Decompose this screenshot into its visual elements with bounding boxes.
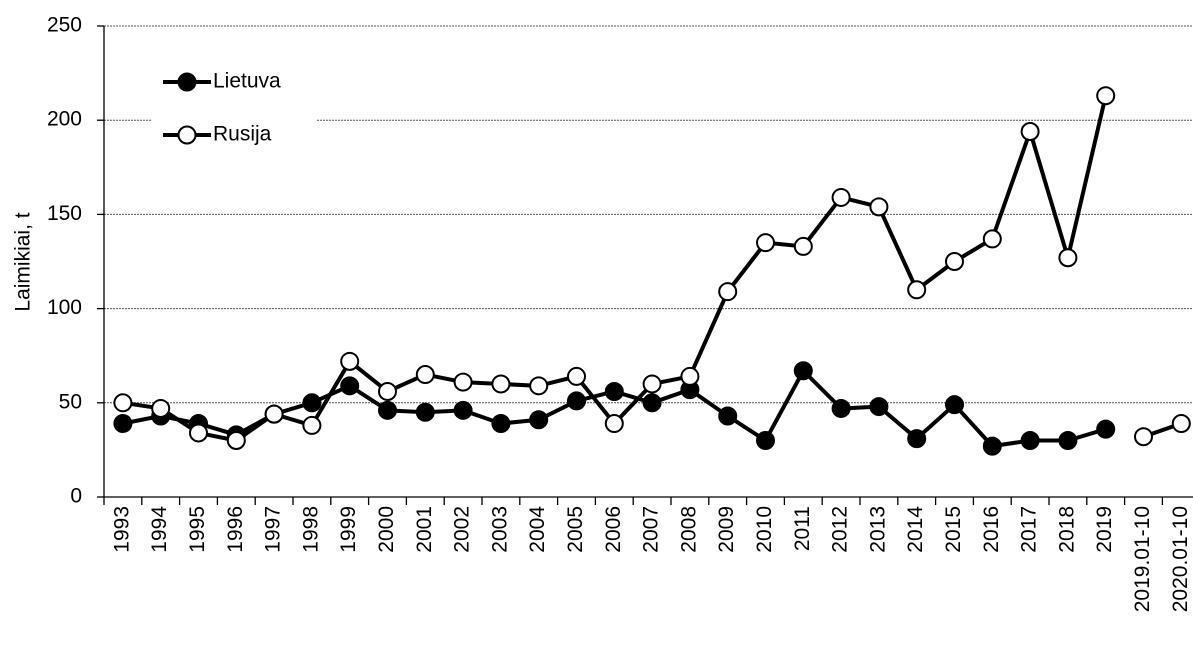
marker <box>529 410 549 430</box>
x-tick-label: 2012 <box>829 506 852 553</box>
x-tick-label: 2015 <box>942 506 965 553</box>
marker <box>113 393 133 413</box>
y-tick-label: 250 <box>47 14 82 37</box>
legend-label: Lietuva <box>213 70 281 93</box>
marker <box>869 197 889 217</box>
marker <box>642 393 662 413</box>
x-tick-label: 2016 <box>980 506 1003 553</box>
x-tick-label: 2019 <box>1093 506 1116 553</box>
marker <box>1171 414 1191 434</box>
x-tick-label: 2008 <box>677 506 700 553</box>
x-tick-label: 1999 <box>337 506 360 553</box>
marker <box>302 415 322 435</box>
x-tick-label: 2000 <box>375 506 398 553</box>
y-tick-label: 200 <box>47 108 82 131</box>
marker <box>907 280 927 300</box>
marker <box>718 406 738 426</box>
marker <box>1058 430 1078 450</box>
marker <box>529 376 549 396</box>
x-tick-label: 1998 <box>299 506 322 553</box>
x-tick-label: 2017 <box>1018 506 1041 553</box>
marker <box>718 282 738 302</box>
marker <box>793 361 813 381</box>
marker <box>793 236 813 256</box>
marker <box>302 393 322 413</box>
x-tick-label: 2011 <box>791 506 814 551</box>
y-tick-label: 0 <box>70 485 82 508</box>
marker <box>415 365 435 385</box>
marker <box>378 381 397 401</box>
marker <box>491 414 511 434</box>
y-axis-title: Laimikiai, t <box>12 212 35 311</box>
legend-marker <box>177 72 197 92</box>
marker <box>567 391 586 411</box>
marker <box>907 429 927 449</box>
marker <box>1134 427 1153 447</box>
y-tick-label: 150 <box>47 202 82 225</box>
x-tick-label: 2005 <box>564 506 587 553</box>
marker <box>491 374 511 394</box>
x-tick-label: 2018 <box>1055 506 1078 553</box>
marker <box>756 233 775 253</box>
marker <box>869 397 889 417</box>
marker <box>982 436 1002 456</box>
marker <box>567 366 586 386</box>
marker <box>453 400 473 420</box>
y-tick-label: 50 <box>59 390 82 413</box>
marker <box>415 402 435 422</box>
x-tick-label: 2013 <box>866 506 889 553</box>
x-tick-label: 1996 <box>224 506 247 553</box>
marker <box>340 351 360 371</box>
x-tick-label: 2014 <box>904 506 927 553</box>
marker <box>680 366 700 386</box>
y-tick-label: 100 <box>47 296 82 319</box>
marker <box>226 430 246 450</box>
marker <box>1096 86 1116 106</box>
marker <box>982 229 1002 249</box>
marker <box>1020 122 1040 142</box>
legend-label: Rusija <box>213 123 272 146</box>
marker <box>151 398 171 418</box>
marker <box>831 398 851 418</box>
marker <box>453 372 473 392</box>
x-tick-label: 1997 <box>262 506 285 553</box>
x-tick-label: 1995 <box>186 506 209 553</box>
marker <box>945 395 964 415</box>
marker <box>378 400 397 420</box>
legend-marker <box>177 125 197 145</box>
marker <box>1058 248 1078 268</box>
marker <box>340 376 360 396</box>
x-tick-label: 2001 <box>413 506 436 553</box>
x-tick-label: 2019.01-10 <box>1131 506 1154 612</box>
x-tick-label: 1993 <box>110 506 133 553</box>
marker <box>264 404 284 424</box>
marker <box>113 414 133 434</box>
x-tick-label: 2009 <box>715 506 738 553</box>
x-tick-label: 2003 <box>488 506 511 553</box>
x-tick-label: 2020.01-10 <box>1169 506 1192 612</box>
marker <box>604 414 624 434</box>
legend: Lietuva Rusija <box>152 55 317 165</box>
marker <box>756 430 775 450</box>
marker <box>642 374 662 394</box>
x-tick-label: 2006 <box>602 506 625 553</box>
x-tick-label: 2007 <box>640 506 663 553</box>
marker <box>831 187 851 207</box>
marker <box>1020 430 1040 450</box>
x-tick-label: 2004 <box>526 506 549 553</box>
marker <box>604 381 624 401</box>
marker <box>945 252 964 271</box>
x-tick-label: 2010 <box>753 506 776 553</box>
marker <box>189 423 208 443</box>
x-tick-label: 1994 <box>148 506 171 553</box>
x-tick-label: 2002 <box>451 506 474 553</box>
marker <box>1096 419 1116 439</box>
legend-box <box>152 55 317 165</box>
